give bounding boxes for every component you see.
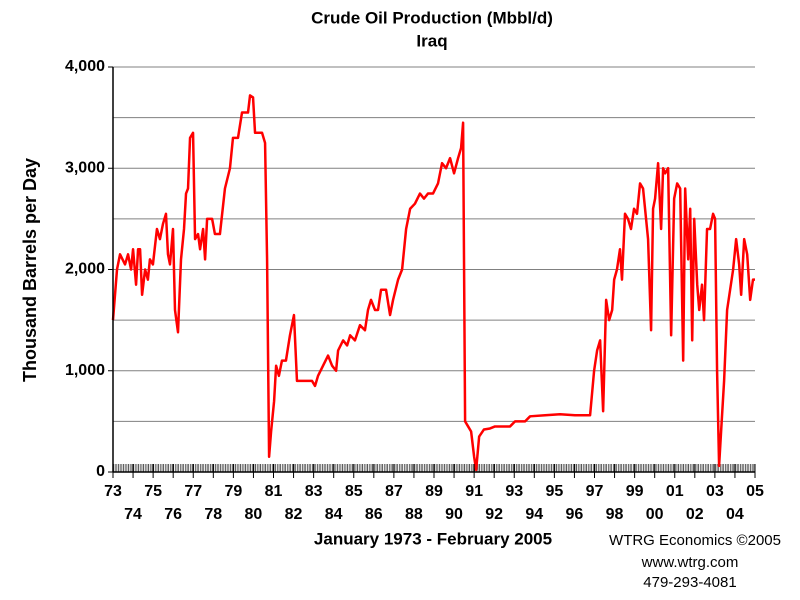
- x-tick-label: 96: [566, 506, 584, 523]
- x-tick-label: 94: [525, 506, 543, 523]
- y-tick-label: 0: [96, 463, 105, 480]
- x-tick-label: 73: [104, 483, 122, 500]
- credit: www.wtrg.com: [641, 554, 739, 571]
- x-axis-title: January 1973 - February 2005: [314, 529, 552, 548]
- credit: 479-293-4081: [643, 574, 736, 591]
- x-tick-label: 74: [124, 506, 142, 523]
- y-tick-label: 1,000: [65, 362, 105, 379]
- data-line: [111, 94, 755, 472]
- x-tick-label: 82: [285, 506, 303, 523]
- y-tick-label: 2,000: [65, 261, 105, 278]
- x-tick-label: 04: [726, 506, 744, 523]
- x-tick-label: 95: [545, 483, 563, 500]
- x-tick-label: 83: [305, 483, 323, 500]
- x-tick-label: 00: [646, 506, 664, 523]
- x-tick-label: 92: [485, 506, 503, 523]
- x-tick-label: 01: [666, 483, 684, 500]
- x-tick-label: 81: [265, 483, 283, 500]
- x-tick-label: 05: [746, 483, 764, 500]
- x-tick-label: 02: [686, 506, 704, 523]
- y-axis-title: Thousand Barrels per Day: [20, 158, 40, 382]
- x-tick-label: 99: [626, 483, 644, 500]
- x-tick-label: 76: [164, 506, 182, 523]
- x-tick-label: 90: [445, 506, 463, 523]
- x-tick-label: 84: [325, 506, 343, 523]
- x-tick-label: 93: [505, 483, 523, 500]
- x-tick-label: 88: [405, 506, 423, 523]
- y-tick-label: 4,000: [65, 58, 105, 75]
- chart-title: Crude Oil Production (Mbbl/d): [311, 8, 553, 27]
- x-tick-label: 86: [365, 506, 383, 523]
- x-tick-label: 03: [706, 483, 724, 500]
- grid: [113, 66, 755, 473]
- credit: WTRG Economics ©2005: [609, 532, 781, 549]
- x-tick-label: 98: [606, 506, 624, 523]
- x-tick-label: 75: [144, 483, 162, 500]
- x-tick-label: 97: [586, 483, 604, 500]
- x-tick-label: 87: [385, 483, 403, 500]
- x-tick-label: 79: [224, 483, 242, 500]
- chart-subtitle: Iraq: [416, 31, 447, 50]
- x-tick-label: 85: [345, 483, 363, 500]
- plot: [111, 94, 755, 472]
- x-tick-label: 89: [425, 483, 443, 500]
- x-tick-label: 91: [465, 483, 483, 500]
- x-tick-label: 78: [204, 506, 222, 523]
- x-tick-label: 80: [245, 506, 263, 523]
- x-tick-label: 77: [184, 483, 202, 500]
- y-tick-label: 3,000: [65, 159, 105, 176]
